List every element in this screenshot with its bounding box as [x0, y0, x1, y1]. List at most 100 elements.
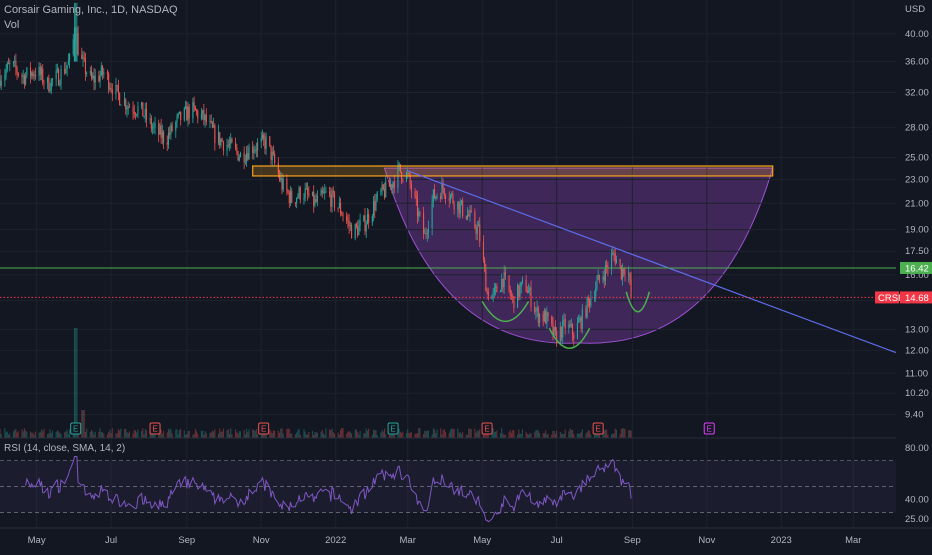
volume-bar [98, 431, 100, 438]
volume-bar [299, 434, 301, 438]
candle-body [366, 214, 368, 225]
support-price-label: 16.42 [905, 263, 929, 274]
volume-bar [291, 433, 293, 438]
candle-body [571, 324, 574, 335]
volume-bar [330, 430, 332, 438]
candle-body [331, 190, 333, 207]
candle-body [612, 252, 614, 255]
candle-body [144, 108, 146, 117]
volume-bar [76, 328, 78, 438]
volume-bar [110, 433, 112, 438]
volume-bar [589, 431, 591, 438]
earnings-marker: E [703, 422, 715, 435]
volume-bar [518, 429, 520, 438]
candle-body [597, 274, 599, 281]
time-tick: Mar [845, 535, 861, 546]
candle-body [563, 319, 565, 321]
volume-bar [628, 430, 630, 438]
candle-body [64, 68, 66, 74]
volume-bar [391, 433, 393, 438]
volume-bar [66, 429, 68, 438]
candle-body [219, 132, 221, 146]
volume-bar [423, 434, 425, 438]
volume-bar [127, 433, 129, 438]
candle-body [217, 132, 220, 144]
candle-body [252, 146, 254, 154]
candle-body [520, 281, 522, 287]
volume-bar [424, 430, 426, 438]
candle-body [407, 173, 409, 174]
candle-body [42, 68, 44, 83]
volume-bar [16, 432, 18, 438]
volume-bar [371, 434, 373, 438]
candle-body [132, 107, 134, 112]
time-axis[interactable]: May Jul Sep Nov 2022 Mar May Jul Sep Nov 2023 Mar [0, 527, 932, 550]
volume-bar [536, 429, 538, 438]
volume-bar [48, 433, 50, 438]
candle-body [354, 224, 356, 239]
candle-body [204, 114, 206, 121]
volume-bar [425, 431, 427, 438]
volume-bar [451, 428, 453, 438]
candle-body [337, 207, 339, 209]
candle-body [382, 184, 384, 190]
volume-bar [470, 428, 472, 438]
candle-body [125, 99, 127, 110]
candle-body [261, 134, 264, 139]
volume-bar [596, 433, 598, 438]
grid-layer [0, 0, 896, 528]
candle-body [22, 75, 24, 77]
volume-bar [176, 429, 178, 438]
candle-body [236, 147, 238, 152]
candle-body [598, 274, 600, 280]
candle-body [75, 27, 77, 62]
volume-bar [246, 428, 248, 438]
candle-body [255, 149, 257, 151]
candle-body [415, 196, 417, 199]
candle-body [145, 108, 148, 120]
price-axis[interactable]: USD 40.00 36.00 32.00 28.00 25.00 23.00 21.00 19… [875, 0, 932, 550]
volume-bar [264, 433, 266, 438]
earnings-badge [387, 422, 399, 435]
candle-body [231, 138, 233, 143]
candle-body [477, 224, 480, 227]
volume-bar [125, 428, 127, 438]
volume-bar [99, 428, 101, 438]
candle-body [133, 111, 135, 114]
candle-body [445, 195, 447, 199]
volume-bar [214, 429, 216, 438]
volume-bar [409, 432, 411, 438]
candle-body [158, 123, 160, 135]
candle-body [440, 195, 442, 199]
candle-body [508, 275, 510, 290]
candle-body [313, 191, 315, 206]
volume-bar [537, 430, 539, 438]
earnings-badge [70, 422, 82, 435]
volume-bar [331, 428, 333, 438]
candle-body [613, 252, 615, 254]
candle-body [408, 173, 410, 175]
volume-bar [220, 431, 222, 438]
candle-body [281, 177, 283, 190]
candle-body [525, 279, 527, 292]
price-tick: 16.00 [905, 270, 929, 281]
candle-body [509, 289, 511, 296]
volume-bar [51, 430, 54, 438]
volume-bar [441, 434, 443, 438]
candle-body [214, 125, 216, 144]
candle-body [91, 71, 93, 79]
earnings-marker: E [481, 422, 493, 435]
candle-body [543, 310, 545, 322]
candle-body [109, 87, 111, 90]
earnings-label: E [707, 425, 712, 434]
volume-bar [237, 433, 239, 438]
volume-bar [415, 433, 417, 438]
volume-bar [512, 430, 514, 438]
candle-body [368, 214, 370, 223]
candle-body [60, 68, 62, 85]
price-tick: 23.00 [905, 174, 929, 185]
candle-body [56, 69, 58, 71]
volume-bar [492, 428, 494, 438]
